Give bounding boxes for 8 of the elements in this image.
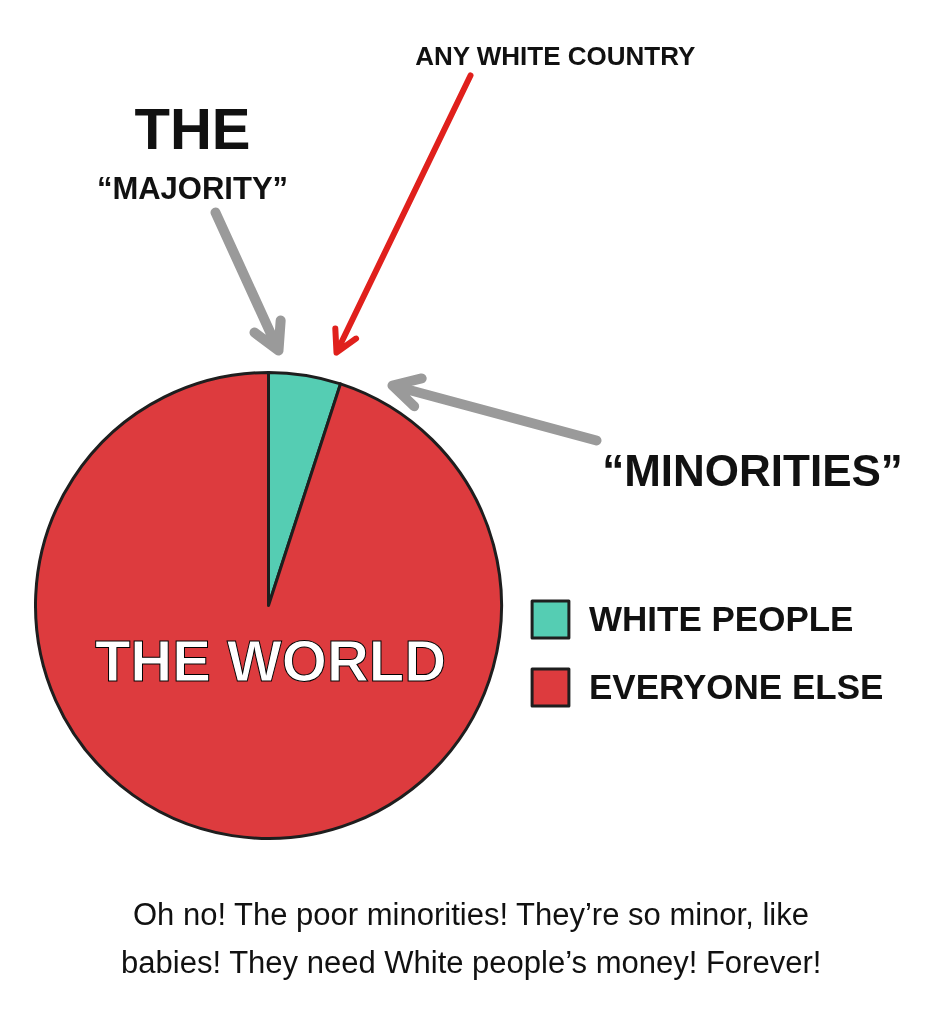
legend-label: EVERYONE ELSE (589, 666, 884, 708)
text: ANY WHITE COUNTRY (415, 40, 696, 71)
legend-label: WHITE PEOPLE (589, 598, 854, 640)
text: THE (134, 96, 251, 161)
text: “MAJORITY” (96, 171, 289, 206)
text: Oh no! The poor minorities! They’re so minor, like babies! They need White people’s money! Forever! (121, 897, 822, 980)
text: “MINORITIES” (602, 446, 903, 495)
text: THE WORLD (94, 628, 447, 693)
